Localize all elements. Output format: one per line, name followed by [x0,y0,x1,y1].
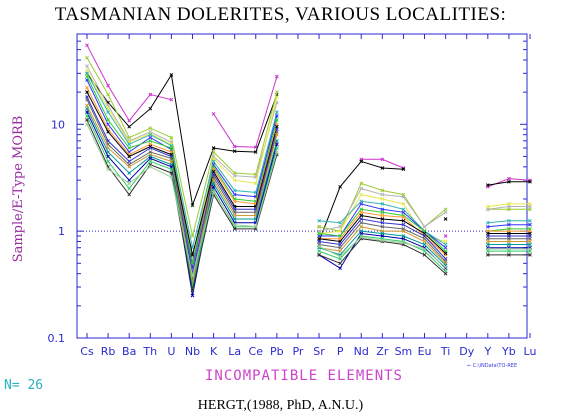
series-line [318,235,446,272]
x-tick-label: Zr [376,345,389,358]
series-line [318,222,446,262]
series-line [86,65,278,260]
data-point [443,217,448,221]
x-tick-label: Nd [354,345,369,358]
series-8 [85,85,532,276]
source-file-tag: ⇐ C:\iNData\TO-REE [467,363,518,369]
data-point [443,234,448,238]
series-line [86,105,278,283]
series-17 [85,122,532,278]
y-tick-label: 10 [51,118,65,131]
credit-line: HERGT,(1988, PhD, A.N.U.) [197,398,364,413]
series-line [86,91,278,256]
series-3 [85,64,532,261]
x-tick-label: Sm [395,345,413,358]
series-line [487,228,530,232]
series-line [318,238,446,275]
series-15 [85,113,532,289]
series-line [487,178,531,188]
x-tick-label: Pb [270,345,284,358]
series-line [318,182,446,232]
x-tick-label: Ce [249,345,264,358]
x-tick-label: La [228,345,241,358]
series-4 [85,68,532,266]
series-line [318,232,446,269]
data-point [275,132,279,137]
series-line [487,206,530,210]
y-axis-label: Sample/E-Type MORB [11,116,26,263]
x-tick-label: Dy [459,345,474,358]
x-tick-label: K [210,345,218,358]
data-point [275,118,279,122]
series-line [318,160,404,242]
series-line [86,44,172,122]
series-line [86,57,278,237]
series-line [86,99,278,281]
series-line [86,96,278,274]
x-tick-label: Y [483,345,491,358]
series-line [318,208,446,252]
series-line [86,73,278,208]
series-line [318,218,446,260]
x-tick-label: Sr [313,345,325,358]
sample-count: N= 26 [4,378,44,393]
series-7 [85,74,532,266]
x-tick-label: Pr [292,345,303,358]
x-tick-label: Rb [101,345,116,358]
x-tick-label: Lu [524,345,537,358]
data-point [275,138,279,143]
series-16 [85,118,532,293]
series-11 [85,97,532,282]
x-tick-label: Th [142,345,157,358]
x-tick-label: Ba [122,345,136,358]
series-line [361,158,404,169]
y-tick-label: 1 [58,225,65,238]
series-line [318,230,446,266]
data-point [85,118,89,122]
x-axis-label: INCOMPATIBLE ELEMENTS [205,368,403,384]
plot-frame [76,33,528,339]
data-point [443,239,448,244]
x-tick-label: Eu [418,345,432,358]
y-tick-label: 0.1 [48,332,66,345]
series-line [487,220,530,224]
series-10 [85,95,532,276]
series-line [318,188,446,232]
series-12 [85,103,532,285]
series-line [86,73,278,248]
series-line [86,119,278,291]
series-line [487,203,530,207]
x-tick-label: P [337,345,344,358]
data-point [401,167,406,172]
series-line [213,76,278,148]
series-line [487,224,530,228]
series-line [86,79,278,269]
series-line [318,214,446,254]
series-line [318,226,446,264]
x-tick-label: U [167,345,175,358]
series-line [487,181,530,186]
series-line [86,124,278,277]
series-line [86,87,278,274]
chart-title: TASMANIAN DOLERITES, VARIOUS LOCALITIES: [54,4,507,25]
series-6 [85,78,532,271]
x-tick-label: Yb [501,345,516,358]
series-line [318,236,446,268]
series-1 [85,71,532,244]
series-0 [85,43,532,238]
series-line [318,194,446,242]
x-tick-label: Cs [80,345,94,358]
x-tick-label: Nb [185,345,200,358]
series-line [86,76,278,264]
x-tick-label: Ti [440,345,450,358]
series-5 [85,71,532,250]
